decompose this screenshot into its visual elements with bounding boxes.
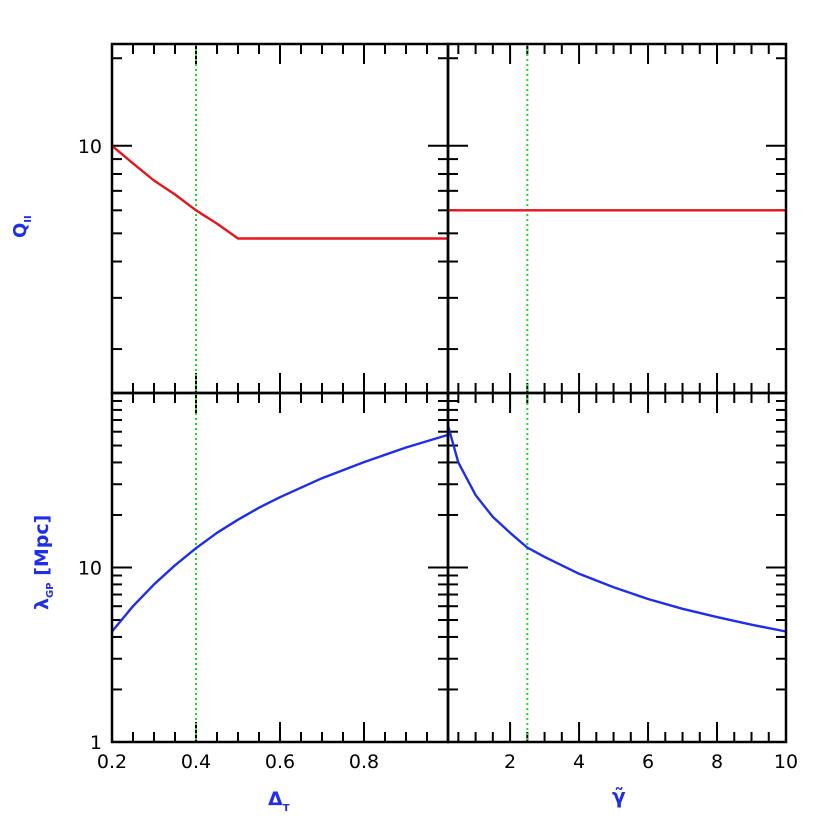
series-curve bbox=[446, 425, 787, 633]
panel-frame bbox=[110, 42, 450, 395]
x-tick-label: 8 bbox=[711, 751, 723, 773]
y-tick-label: 10 bbox=[78, 136, 102, 158]
panel-frame bbox=[446, 391, 788, 744]
x-tick-label: 0.6 bbox=[265, 751, 295, 773]
bottom-ylabel-main: λ bbox=[31, 598, 53, 610]
x-tick-label: 10 bbox=[774, 751, 798, 773]
panel-top-left: 10 bbox=[78, 42, 450, 395]
bottom-right-xlabel: γ̃ bbox=[612, 784, 626, 808]
bottom-ylabel-tail: [Mpc] bbox=[31, 515, 53, 583]
bottom-left-xlabel: ΔT bbox=[268, 788, 290, 814]
panel-bottom-right: 2 4 6 8 10 bbox=[446, 391, 798, 773]
panel-top-right bbox=[446, 42, 788, 395]
top-ylabel-sub: II bbox=[23, 215, 34, 222]
bottom-ylabel: λGP [Mpc] bbox=[31, 515, 56, 610]
top-ylabel: QII bbox=[10, 215, 34, 238]
panel-frame bbox=[446, 42, 788, 395]
bottom-left-xlabel-main: Δ bbox=[268, 788, 283, 810]
bottom-ylabel-sub: GP bbox=[45, 582, 56, 598]
y-tick-label: 10 bbox=[78, 558, 102, 580]
x-tick-label: 0.8 bbox=[349, 751, 379, 773]
x-tick-label: 2 bbox=[504, 751, 516, 773]
y-tick-label: 1 bbox=[90, 732, 102, 754]
panel-bottom-left: 0.2 0.4 0.6 0.8 1 10 bbox=[78, 391, 450, 773]
series-curve bbox=[111, 144, 448, 240]
panels-layer: 10 0.2 0.4 0.6 0.8 1 10 2 4 6 8 10 bbox=[78, 42, 798, 773]
panel-frame bbox=[110, 391, 450, 744]
x-tick-label: 4 bbox=[573, 751, 585, 773]
x-tick-label: 0.2 bbox=[97, 751, 127, 773]
bottom-left-xlabel-sub: T bbox=[283, 803, 290, 814]
x-tick-label: 6 bbox=[642, 751, 654, 773]
x-tick-label: 0.4 bbox=[181, 751, 211, 773]
series-curve bbox=[111, 433, 449, 633]
top-ylabel-main: Q bbox=[10, 223, 31, 238]
